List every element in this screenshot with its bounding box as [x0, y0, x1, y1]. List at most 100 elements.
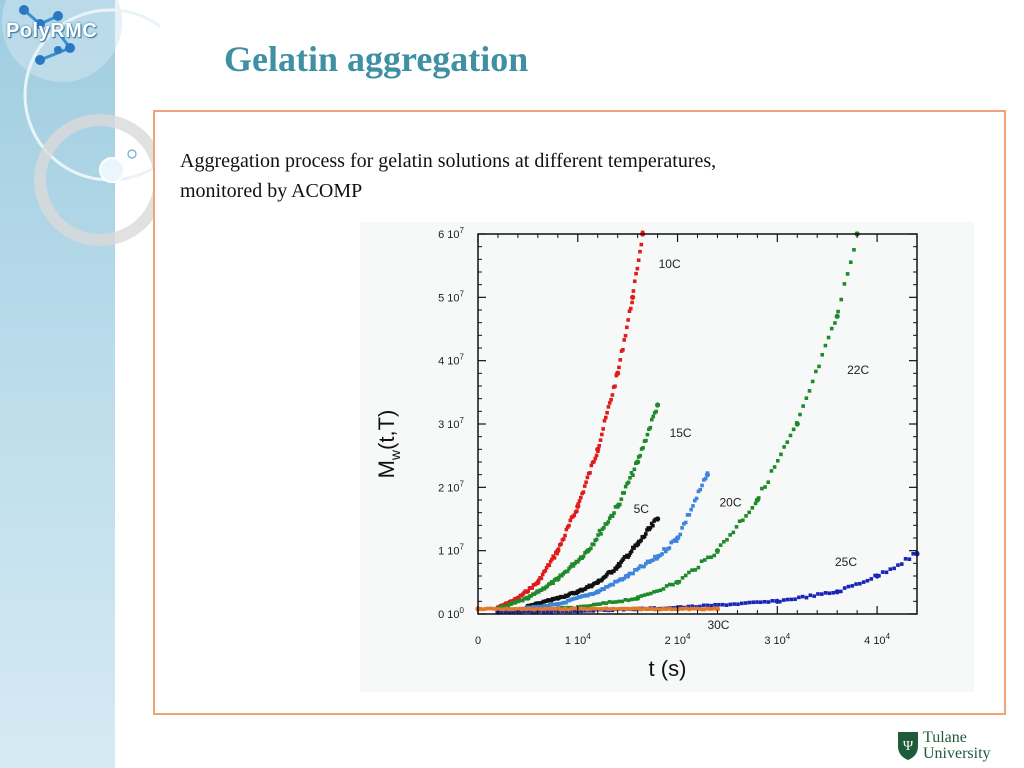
data-point: [907, 557, 912, 561]
data-point: [671, 539, 675, 544]
data-point: [812, 594, 816, 598]
data-point: [622, 606, 626, 611]
data-point: [692, 498, 697, 503]
data-point-anchor: [654, 554, 661, 560]
data-point: [649, 417, 654, 422]
data-point: [558, 607, 563, 612]
data-point: [698, 604, 702, 609]
data-point: [642, 593, 647, 597]
data-point: [569, 597, 574, 602]
data-point: [551, 581, 555, 586]
data-point: [580, 594, 585, 598]
data-point: [846, 584, 851, 589]
data-point: [747, 510, 752, 515]
data-point: [775, 458, 780, 463]
data-point: [599, 532, 603, 536]
data-point: [662, 547, 666, 551]
data-point: [561, 607, 565, 612]
y-tick-label: 3 107: [438, 416, 464, 431]
y-tick-label: 1 107: [438, 543, 464, 558]
data-point: [627, 309, 632, 314]
curve-label-5C: 5C: [634, 502, 650, 516]
data-point: [642, 564, 646, 569]
data-point: [680, 526, 684, 530]
data-point: [717, 602, 721, 607]
data-point: [819, 592, 824, 596]
data-point-anchor: [635, 595, 641, 601]
data-point: [620, 577, 625, 582]
data-point: [673, 538, 677, 542]
data-point: [602, 606, 607, 611]
data-point: [649, 558, 654, 563]
data-point: [560, 573, 564, 578]
data-point: [499, 610, 504, 614]
data-point: [502, 607, 506, 611]
data-point: [836, 309, 840, 314]
data-point: [597, 528, 602, 533]
data-point: [678, 606, 683, 611]
data-point: [741, 518, 745, 523]
data-point: [896, 563, 900, 567]
data-point: [600, 587, 605, 591]
data-point: [534, 607, 539, 611]
data-point: [536, 604, 541, 609]
data-point: [544, 604, 548, 608]
data-point: [604, 522, 609, 526]
data-point: [636, 566, 641, 571]
data-point: [753, 501, 758, 506]
data-point: [565, 598, 570, 603]
data-point: [630, 300, 634, 305]
data-point: [627, 571, 632, 576]
chart-caption: Aggregation process for gelatin solution…: [180, 146, 940, 206]
data-point: [507, 610, 512, 615]
data-point: [724, 603, 729, 607]
data-point: [582, 484, 587, 488]
data-point: [626, 598, 631, 603]
data-point: [671, 582, 675, 587]
data-point: [634, 568, 639, 572]
data-point: [720, 602, 725, 607]
data-point: [807, 389, 812, 393]
data-point: [539, 607, 543, 611]
data-point-anchor: [615, 503, 621, 509]
data-point: [604, 601, 609, 605]
data-point: [605, 410, 609, 415]
data-point: [804, 396, 809, 400]
data-point: [604, 606, 609, 611]
data-point: [548, 559, 553, 564]
data-point: [489, 606, 493, 611]
data-point: [633, 597, 637, 601]
data-point-anchor: [674, 579, 681, 585]
x-tick-label: 3 104: [764, 632, 790, 647]
data-point: [535, 604, 539, 609]
data-point: [755, 600, 759, 604]
data-point: [829, 326, 834, 331]
data-point: [593, 591, 597, 595]
data-point: [816, 592, 820, 596]
data-point: [575, 560, 580, 564]
data-point: [552, 607, 556, 611]
data-point: [696, 565, 701, 570]
data-point: [701, 603, 706, 608]
data-point: [628, 607, 633, 611]
data-point: [674, 607, 678, 612]
data-point: [632, 606, 637, 611]
data-point: [642, 534, 647, 539]
data-point: [643, 606, 648, 611]
data-point: [579, 495, 583, 500]
data-point: [564, 609, 569, 614]
data-point: [595, 607, 600, 611]
curve-label-10C: 10C: [659, 257, 681, 271]
data-point: [667, 546, 672, 550]
data-point: [593, 606, 598, 611]
data-point: [620, 599, 625, 604]
data-point: [572, 609, 576, 613]
data-point: [591, 606, 596, 611]
data-point: [842, 282, 847, 286]
data-point: [565, 569, 570, 574]
data-point: [549, 598, 554, 603]
data-point: [685, 606, 689, 611]
data-point: [823, 591, 828, 595]
data-point: [858, 581, 862, 586]
data-point-anchor: [555, 606, 561, 612]
